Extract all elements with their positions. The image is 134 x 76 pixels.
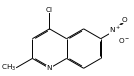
Text: N$^+$: N$^+$ — [109, 25, 121, 35]
Text: O: O — [121, 17, 127, 23]
Text: Cl: Cl — [46, 7, 53, 13]
Text: O$^-$: O$^-$ — [118, 36, 130, 45]
Text: CH$_3$: CH$_3$ — [1, 63, 16, 73]
Text: N: N — [47, 65, 52, 71]
